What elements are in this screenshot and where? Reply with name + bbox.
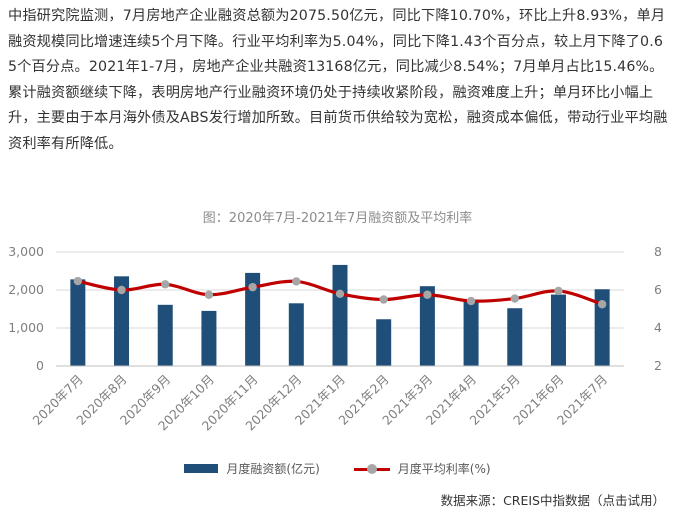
bar: [332, 264, 348, 366]
bar: [463, 300, 479, 366]
y-right-tick-label: 2: [654, 358, 662, 373]
bar: [245, 272, 261, 366]
data-source-link[interactable]: 数据来源：CREIS中指数据（点击试用）: [440, 493, 665, 508]
rate-point: [554, 286, 563, 296]
legend-label-financing: 月度融资额(亿元): [226, 462, 320, 476]
rate-point: [510, 294, 519, 303]
article-text: 中指研究院监测，7月房地产企业融资总额为2075.50亿元，同比下降10.70%…: [8, 4, 670, 158]
bar: [419, 286, 435, 366]
bar: [288, 303, 304, 366]
legend-line-swatch: [353, 463, 390, 475]
y-right-tick-label: 8: [654, 244, 662, 259]
legend-bar-swatch: [184, 464, 219, 473]
rate-point: [117, 285, 126, 295]
rate-point: [466, 296, 476, 306]
bar: [550, 294, 566, 366]
rate-point: [423, 290, 432, 299]
rate-point: [335, 289, 345, 298]
bar: [507, 308, 523, 366]
bar: [594, 289, 610, 366]
rate-point: [248, 282, 257, 292]
y-right-tick-label: 4: [654, 320, 662, 335]
legend-label-rate: 月度平均利率(%): [397, 462, 491, 476]
article-paragraph: 中指研究院监测，7月房地产企业融资总额为2075.50亿元，同比下降10.70%…: [8, 8, 668, 152]
legend: 月度融资额(亿元) 月度平均利率(%): [0, 460, 675, 477]
rate-line: [73, 276, 607, 309]
rate-point: [204, 290, 214, 299]
chart-title: 图：2020年7月-2021年7月融资额及平均利率: [202, 211, 473, 226]
legend-item-financing: 月度融资额(亿元): [184, 460, 320, 477]
legend-item-rate: 月度平均利率(%): [353, 460, 491, 477]
rate-point: [292, 277, 301, 286]
y-left-tick-label: 2,000: [8, 282, 44, 297]
rate-point: [73, 276, 83, 286]
bar: [157, 304, 173, 366]
bar: [201, 310, 217, 366]
y-left-tick-label: 1,000: [8, 320, 44, 335]
rate-point: [161, 280, 170, 289]
bar: [114, 276, 130, 366]
y-right-tick-label: 6: [654, 282, 662, 297]
bar: [376, 319, 392, 366]
bar: [70, 279, 86, 366]
bars: [70, 264, 610, 366]
rate-point: [379, 295, 388, 304]
rate-point: [597, 300, 607, 309]
y-left-tick-label: 0: [36, 358, 44, 373]
y-left-tick-label: 3,000: [8, 244, 44, 259]
